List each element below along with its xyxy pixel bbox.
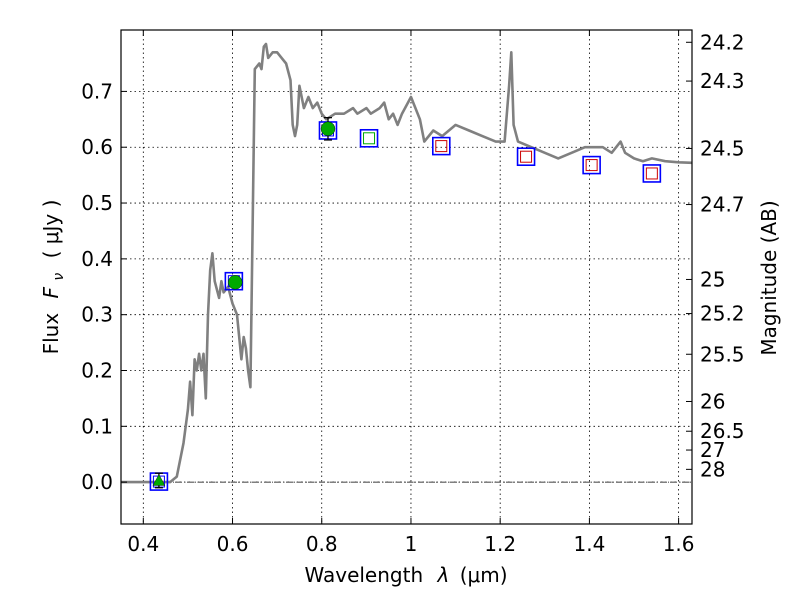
mag-tick-label-8: 26.5 (700, 419, 745, 443)
x-axis-label-unit: (μm) (460, 563, 508, 587)
observed-marker-1 (227, 275, 243, 290)
y-axis-label-unit: ( μJy ) (39, 200, 63, 259)
observed-marker-0 (152, 474, 166, 486)
observed-point-0 (152, 472, 166, 489)
axes: 0.4 0.6 0.8 1 1.2 1.4 1.6 0.0 0.1 0.2 0.3 0.4 0.5 0.6… (81, 29, 745, 556)
x-tick-label-3: 1 (405, 532, 418, 556)
observed-point-1 (227, 275, 243, 290)
mag-tick-label-5: 25.2 (700, 302, 745, 326)
mag-tick-label-3: 24.7 (700, 193, 745, 217)
y-axis-label-text: Flux (39, 313, 63, 355)
mag-tick-label-2: 24.5 (700, 136, 745, 160)
sed-layer (121, 42, 693, 484)
x-axis-label: Wavelength λ (μm) (304, 563, 507, 587)
y-axis-label-symbol: F (39, 286, 63, 298)
y-tick-label-5: 0.5 (81, 191, 113, 215)
model-point-box-6 (582, 155, 601, 175)
x-axis-label-text: Wavelength (304, 563, 423, 587)
model-point-inner-7 (645, 167, 658, 180)
x-axis-label-symbol: λ (437, 563, 450, 587)
mag-tick-label-1: 24.3 (700, 69, 745, 93)
model-point-inner-3 (363, 132, 376, 145)
model-point-box-1 (224, 271, 244, 291)
model-point-4 (431, 136, 451, 156)
x-tick-label-1: 0.6 (217, 532, 249, 556)
model-point-box-3 (359, 128, 379, 148)
x-tick-label-0: 0.4 (127, 532, 159, 556)
y-tick-label-2: 0.2 (81, 358, 113, 382)
plot-frame (120, 29, 693, 525)
y-axis-label-subscript: ν (51, 273, 67, 281)
mag-tick-label-9: 27 (700, 438, 725, 462)
x-tick-label-6: 1.6 (663, 532, 695, 556)
observed-points (152, 116, 336, 489)
x-tick-label-2: 0.8 (306, 532, 338, 556)
mag-tick-label-6: 25.5 (700, 342, 745, 366)
observed-point-2 (320, 116, 336, 141)
mag-tick-label-7: 26 (700, 389, 725, 413)
y-axis-label: Flux F ν ( μJy ) (39, 200, 68, 355)
y-tick-label-7: 0.7 (81, 79, 113, 103)
model-point-inner-4 (435, 140, 448, 153)
model-point-5 (516, 147, 536, 167)
observed-marker-2 (320, 121, 336, 137)
model-point-inner-6 (585, 159, 598, 172)
y-tick-label-3: 0.3 (81, 303, 113, 327)
y-tick-label-0: 0.0 (81, 470, 113, 494)
model-point-3 (359, 128, 379, 148)
model-point-7 (642, 164, 662, 183)
model-point-box-7 (642, 164, 662, 183)
model-point-box-5 (516, 147, 536, 167)
x-tick-label-4: 1.2 (484, 532, 516, 556)
y-tick-label-4: 0.4 (81, 247, 113, 271)
model-points (149, 121, 662, 491)
model-point-6 (582, 155, 601, 175)
y-tick-label-6: 0.6 (81, 135, 113, 159)
mag-tick-label-4: 25 (700, 267, 725, 291)
mag-tick-label-10: 28 (700, 457, 725, 481)
y2-axis-label: Magnitude (AB) (757, 200, 781, 355)
sed-curve (121, 42, 693, 484)
model-point-inner-5 (520, 150, 533, 163)
model-point-box-4 (431, 136, 451, 156)
x-tick-label-5: 1.4 (573, 532, 605, 556)
y-tick-label-1: 0.1 (81, 414, 113, 438)
mag-tick-label-0: 24.2 (700, 30, 745, 54)
